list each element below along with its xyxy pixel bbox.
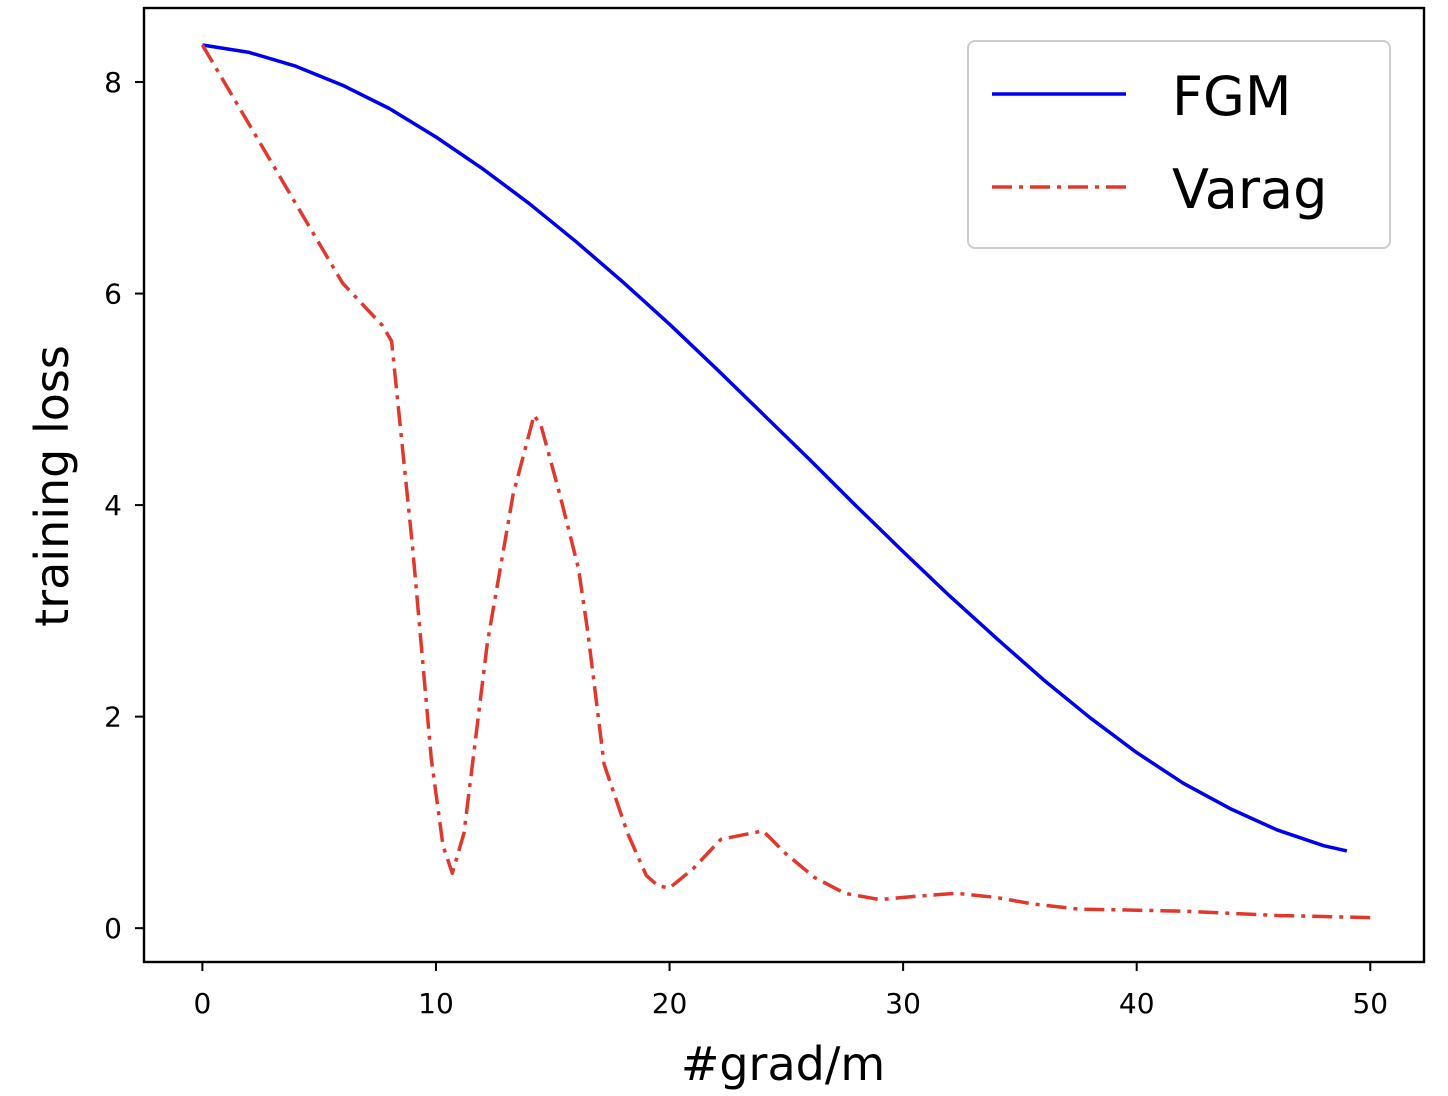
y-tick-label: 0 (104, 912, 122, 945)
y-axis: 0 2 4 6 8 (104, 66, 144, 945)
legend-label-varag: Varag (1172, 158, 1327, 221)
x-tick-label: 20 (652, 987, 688, 1020)
x-tick-label: 40 (1119, 987, 1155, 1020)
y-tick-label: 6 (104, 278, 122, 311)
series-line-varag (200, 44, 1371, 920)
y-tick-label: 8 (104, 66, 122, 99)
legend: FGM Varag (967, 40, 1391, 249)
x-tick-label: 30 (885, 987, 921, 1020)
y-tick-label: 4 (104, 489, 122, 522)
x-tick-label: 10 (418, 987, 454, 1020)
x-axis: 0 10 20 30 40 50 (193, 962, 1388, 1020)
x-tick-label: 50 (1352, 987, 1388, 1020)
x-tick-label: 0 (193, 987, 211, 1020)
legend-label-fgm: FGM (1172, 65, 1292, 128)
series-line-fgm (202, 43, 1348, 853)
axes-frame (142, 6, 1426, 964)
y-tick-label: 2 (104, 701, 122, 734)
x-axis-title: #grad/m (681, 1037, 885, 1091)
y-axis-title: training loss (25, 345, 79, 627)
plot-area (200, 43, 1371, 920)
